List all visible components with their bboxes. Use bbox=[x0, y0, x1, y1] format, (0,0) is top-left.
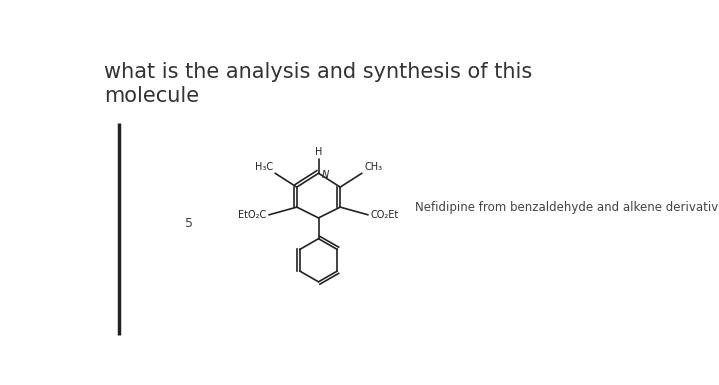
Text: N: N bbox=[321, 170, 329, 180]
Text: H: H bbox=[315, 147, 322, 157]
Text: CO₂Et: CO₂Et bbox=[370, 210, 398, 220]
Text: 5: 5 bbox=[185, 217, 193, 230]
Text: Nefidipine from benzaldehyde and alkene derivative: Nefidipine from benzaldehyde and alkene … bbox=[416, 201, 719, 214]
Text: molecule: molecule bbox=[104, 86, 199, 106]
Text: H₃C: H₃C bbox=[255, 162, 273, 172]
Text: CH₃: CH₃ bbox=[365, 162, 383, 172]
Text: what is the analysis and synthesis of this: what is the analysis and synthesis of th… bbox=[104, 62, 532, 82]
Text: EtO₂C: EtO₂C bbox=[238, 210, 267, 220]
